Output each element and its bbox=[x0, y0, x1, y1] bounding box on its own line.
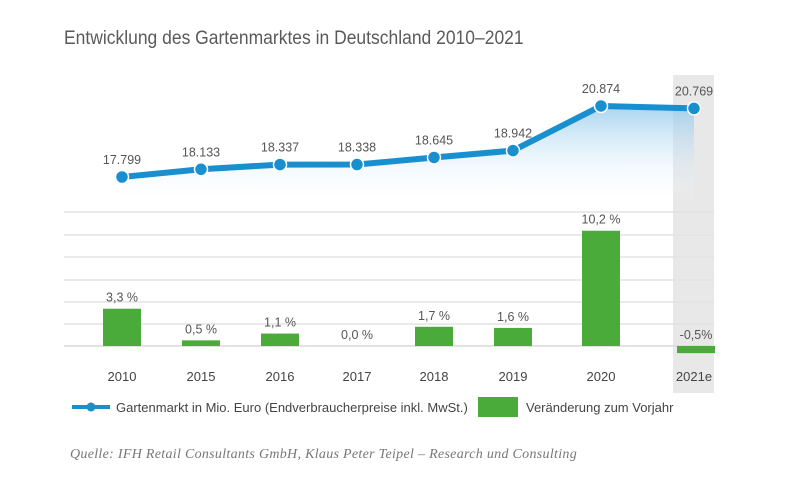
line-point-2019 bbox=[505, 143, 521, 158]
legend-bar-label: Veränderung zum Vorjahr bbox=[526, 400, 674, 415]
line-value-label: 20.874 bbox=[582, 82, 620, 96]
bar-value-label: 3,3 % bbox=[106, 291, 138, 305]
legend-bar-icon bbox=[478, 397, 518, 417]
bar-2015 bbox=[182, 340, 220, 346]
bar-series bbox=[103, 230, 715, 354]
source-note: Quelle: IFH Retail Consultants GmbH, Kla… bbox=[70, 447, 577, 462]
line-value-label: 20.769 bbox=[675, 84, 713, 98]
line-point-2021e bbox=[686, 101, 702, 116]
x-tick-label: 2019 bbox=[499, 369, 528, 384]
line-value-label: 18.645 bbox=[415, 133, 453, 147]
bar-2021e bbox=[677, 346, 715, 354]
x-tick-label: 2016 bbox=[266, 369, 295, 384]
x-tick-label: 2020 bbox=[587, 369, 616, 384]
line-point-2015 bbox=[193, 162, 209, 177]
bar-value-label: 1,6 % bbox=[497, 310, 529, 324]
x-tick-label: 2015 bbox=[187, 369, 216, 384]
bar-value-label: 1,7 % bbox=[418, 309, 450, 323]
bar-value-label: 0,0 % bbox=[341, 328, 373, 342]
bar-2019 bbox=[494, 327, 532, 346]
bar-2020 bbox=[582, 230, 620, 346]
line-value-label: 18.133 bbox=[182, 145, 220, 159]
bar-value-label: -0,5% bbox=[680, 328, 713, 342]
bar-value-label: 10,2 % bbox=[582, 213, 621, 227]
bar-value-label: 0,5 % bbox=[185, 322, 217, 336]
line-value-label: 18.338 bbox=[338, 141, 376, 155]
line-point-2010 bbox=[114, 169, 130, 185]
line-value-label: 18.337 bbox=[261, 141, 299, 155]
x-tick-label: 2021e bbox=[676, 369, 712, 384]
line-point-2018 bbox=[426, 150, 442, 165]
line-value-label: 18.942 bbox=[494, 127, 532, 141]
legend: Gartenmarkt in Mio. Euro (Endverbraucher… bbox=[72, 397, 674, 417]
x-tick-label: 2018 bbox=[420, 369, 449, 384]
chart-title: Entwicklung des Gartenmarktes in Deutsch… bbox=[64, 28, 524, 49]
line-value-label: 17.799 bbox=[103, 153, 141, 167]
legend-point-icon bbox=[86, 402, 96, 412]
line-points bbox=[114, 98, 702, 185]
line-point-2020 bbox=[593, 98, 609, 114]
x-tick-label: 2010 bbox=[108, 369, 137, 384]
bar-2018 bbox=[415, 326, 453, 346]
line-point-2016 bbox=[272, 157, 288, 172]
line-series bbox=[121, 102, 695, 180]
bar-value-label: 1,1 % bbox=[264, 316, 296, 330]
legend-line-label: Gartenmarkt in Mio. Euro (Endverbraucher… bbox=[116, 400, 468, 415]
bar-2010 bbox=[103, 308, 141, 346]
bar-2016 bbox=[261, 333, 299, 346]
line-point-2017 bbox=[349, 157, 365, 172]
x-tick-label: 2017 bbox=[343, 369, 372, 384]
line-area-fill bbox=[122, 105, 694, 205]
